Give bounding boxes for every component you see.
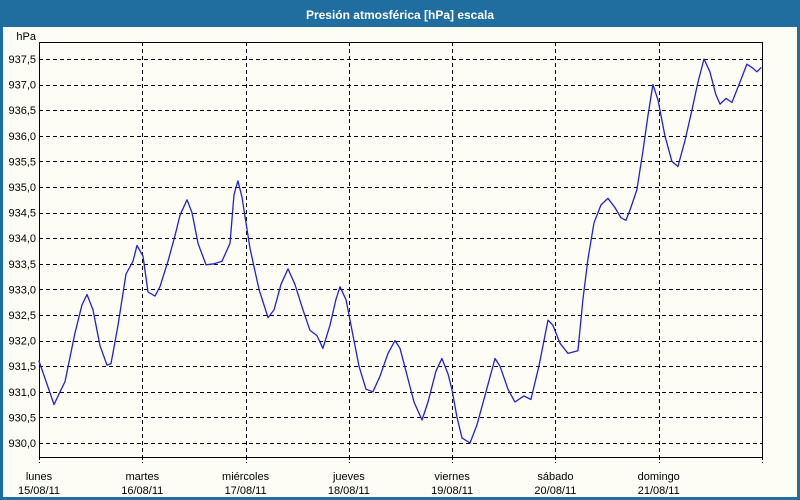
y-tick-label: 933,5 xyxy=(8,259,36,271)
x-day-date-label: 16/08/11 xyxy=(121,485,163,497)
pressure-chart: hPa 937,5 937,0 936,5 936,0 935,5 935,0 934,5 93… xyxy=(8,31,763,497)
y-tick-label: 935,0 xyxy=(8,182,36,194)
x-day-name-label: jueves xyxy=(332,471,365,483)
v-gridlines xyxy=(142,42,660,457)
chart-area: hPa 937,5 937,0 936,5 936,0 935,5 935,0 934,5 93… xyxy=(3,27,797,497)
y-tick-label: 931,5 xyxy=(8,361,36,373)
y-tick-label: 935,5 xyxy=(8,156,36,168)
x-day-name-label: martes xyxy=(125,471,159,483)
y-tick-label: 937,0 xyxy=(8,80,36,92)
x-day-name-label: domingo xyxy=(638,471,680,483)
y-axis-unit-label: hPa xyxy=(16,31,36,43)
x-day-date-label: 21/08/11 xyxy=(638,485,680,497)
y-tick-label: 934,5 xyxy=(8,208,36,220)
plot-border xyxy=(39,42,763,458)
window-title: Presión atmosférica [hPa] escala xyxy=(305,8,495,22)
x-day-name-label: sábado xyxy=(537,471,573,483)
x-day-name-label: viernes xyxy=(434,471,470,483)
pressure-series-line xyxy=(38,58,762,444)
x-day-date-label: 19/08/11 xyxy=(431,485,473,497)
y-axis-labels: hPa 937,5 937,0 936,5 936,0 935,5 935,0 934,5 93… xyxy=(8,31,36,450)
x-day-name-label: miércoles xyxy=(222,471,270,483)
y-tick-label: 936,5 xyxy=(8,105,36,117)
y-tick-label: 937,5 xyxy=(8,54,36,66)
y-tick-label: 934,0 xyxy=(8,233,36,245)
y-tick-label: 932,5 xyxy=(8,310,36,322)
y-tick-label: 932,0 xyxy=(8,336,36,348)
title-bar: Presión atmosférica [hPa] escala xyxy=(3,3,797,27)
x-day-date-label: 15/08/11 xyxy=(18,485,60,497)
y-tick-label: 936,0 xyxy=(8,131,36,143)
x-day-name-label: lunes xyxy=(26,471,53,483)
x-day-date-label: 17/08/11 xyxy=(225,485,267,497)
y-tick-label: 931,0 xyxy=(8,387,36,399)
x-day-date-label: 20/08/11 xyxy=(534,485,576,497)
x-axis-labels: lunes 15/08/11 martes 16/08/11 miércoles 17/0… xyxy=(18,471,680,497)
y-tick-label: 930,5 xyxy=(8,412,36,424)
y-tick-label: 933,0 xyxy=(8,284,36,296)
h-gridlines xyxy=(39,59,762,444)
y-tick-label: 930,0 xyxy=(8,438,36,450)
x-day-date-label: 18/08/11 xyxy=(328,485,370,497)
